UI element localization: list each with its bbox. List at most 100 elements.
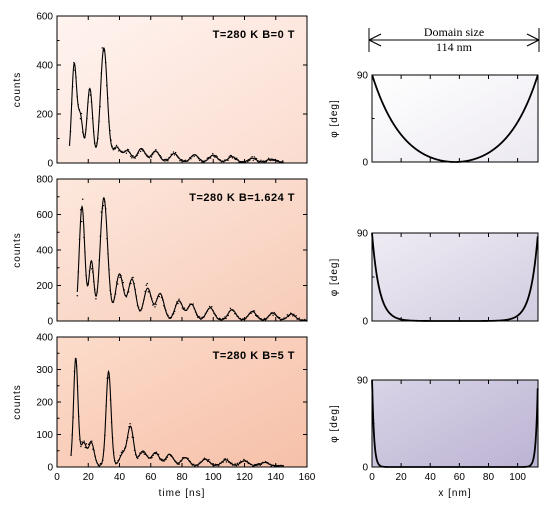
- spectrum-data-point: [260, 159, 262, 162]
- spectrum-data-point: [155, 149, 157, 151]
- spectrum-data-point: [111, 145, 113, 147]
- chart_data-ylabel: counts: [12, 72, 23, 107]
- spectrum-data-point: [84, 446, 86, 449]
- spectrum-data-point: [73, 61, 75, 64]
- spectrum-data-point: [201, 460, 204, 462]
- spectrum-data-point: [282, 318, 284, 320]
- spectrum-data-point: [173, 310, 176, 313]
- spectrum-data-point: [72, 416, 74, 418]
- spectrum-data-point: [239, 460, 242, 462]
- spectrum-data-point: [172, 313, 175, 315]
- spectrum-data-point: [176, 301, 178, 303]
- spectrum-data-point: [114, 460, 116, 462]
- spectrum-data-point: [236, 315, 238, 317]
- spectrum-data-point: [168, 157, 170, 159]
- spectrum-data-point: [184, 159, 187, 161]
- spectrum-data-point: [83, 133, 85, 135]
- spectrum-data-point: [111, 301, 114, 303]
- spectrum-data-point: [93, 449, 95, 452]
- chart_data-xtick-label: 60: [145, 472, 157, 483]
- spectrum-data-point: [98, 259, 100, 261]
- spectrum-data-point: [101, 47, 104, 49]
- spectrum-data-point: [220, 462, 222, 465]
- spectrum-data-point: [130, 282, 132, 285]
- spectrum-data-point: [80, 220, 83, 223]
- spectrum-data-point: [82, 198, 84, 200]
- spectrum-data-point: [208, 305, 211, 308]
- spectrum-data-point: [72, 86, 74, 88]
- spectrum-data-point: [223, 317, 225, 320]
- spectrum-data-point: [239, 317, 241, 320]
- spectrum-data-point: [270, 159, 272, 162]
- spectrum-data-point: [146, 282, 149, 285]
- spectrum-data-point: [121, 450, 124, 452]
- spectrum-data-point: [150, 156, 153, 158]
- spectrum-data-point: [82, 442, 84, 444]
- spectrum-data-point: [258, 462, 260, 465]
- spectrum-data-point: [120, 451, 123, 454]
- spectrum-data-point: [134, 157, 136, 159]
- spectrum-data-point: [118, 150, 120, 152]
- spectrum-data-point: [228, 461, 231, 464]
- spectrum-data-point: [190, 303, 192, 305]
- spectrum-data-point: [287, 315, 290, 318]
- spectrum-data-point: [116, 146, 119, 148]
- spectrum-data-point: [130, 426, 132, 429]
- spectrum-data-point: [263, 317, 266, 320]
- spectrum-data-point: [203, 161, 205, 163]
- spectrum-data-point: [142, 150, 144, 152]
- spectrum-data-point: [272, 464, 275, 467]
- spectrum-data-point: [166, 456, 169, 458]
- spectrum-data-point: [249, 159, 251, 161]
- spectrum-data-point: [280, 161, 283, 163]
- spectrum-data-point: [179, 460, 182, 462]
- spectrum-data-point: [196, 316, 199, 318]
- spectrum-data-point: [148, 290, 151, 292]
- chart_data-ytick-label: 300: [36, 365, 53, 376]
- spectrum-data-point: [282, 160, 284, 162]
- spectrum-data-point: [232, 156, 235, 158]
- spectrum-data-point: [218, 158, 221, 161]
- spectrum-data-point: [183, 160, 186, 162]
- spectrum-data-point: [107, 97, 109, 99]
- spectrum-data-point: [194, 154, 196, 156]
- domain_panels-ytick-label: 0: [362, 158, 368, 169]
- spectrum-data-point: [91, 440, 93, 442]
- spectrum-data-point: [202, 161, 204, 163]
- domain_panels-ytick-label: 0: [362, 317, 368, 328]
- spectrum-data-point: [126, 291, 129, 294]
- spectrum-data-point: [185, 160, 188, 162]
- spectrum-data-point: [277, 316, 280, 319]
- spectrum-data-point: [266, 461, 268, 464]
- spectrum-data-point: [210, 155, 213, 157]
- spectrum-data-point: [190, 158, 192, 160]
- spectrum-data-point: [278, 317, 281, 319]
- spectrum-data-point: [101, 207, 104, 209]
- spectrum-data-point: [128, 151, 131, 154]
- spectrum-data-point: [144, 290, 146, 293]
- spectrum-data-point: [274, 313, 276, 315]
- spectrum-data-point: [126, 439, 128, 442]
- spectrum-data-point: [253, 156, 256, 158]
- spectrum-data-point: [100, 462, 103, 465]
- spectrum-data-point: [204, 313, 206, 315]
- spectrum-data-point: [140, 452, 142, 455]
- domain_panels-xlabel: x [nm]: [438, 488, 471, 499]
- chart_data-ytick-label: 0: [47, 159, 53, 170]
- spectrum-data-point: [100, 211, 103, 213]
- spectrum-data-point: [97, 137, 99, 140]
- spectrum-data-point: [159, 155, 161, 157]
- spectrum-data-point: [207, 308, 210, 310]
- spectrum-data-point: [180, 460, 183, 462]
- spectrum-data-point: [157, 152, 159, 154]
- spectrum-data-point: [236, 462, 239, 465]
- spectrum-data-point: [153, 152, 155, 154]
- spectrum-data-point: [97, 280, 99, 283]
- spectrum-data-point: [276, 159, 279, 162]
- spectrum-data-point: [271, 159, 273, 161]
- spectrum-data-point: [164, 459, 166, 461]
- spectrum-data-point: [125, 446, 127, 448]
- spectrum-data-point: [264, 319, 267, 321]
- spectrum-data-point: [219, 462, 221, 465]
